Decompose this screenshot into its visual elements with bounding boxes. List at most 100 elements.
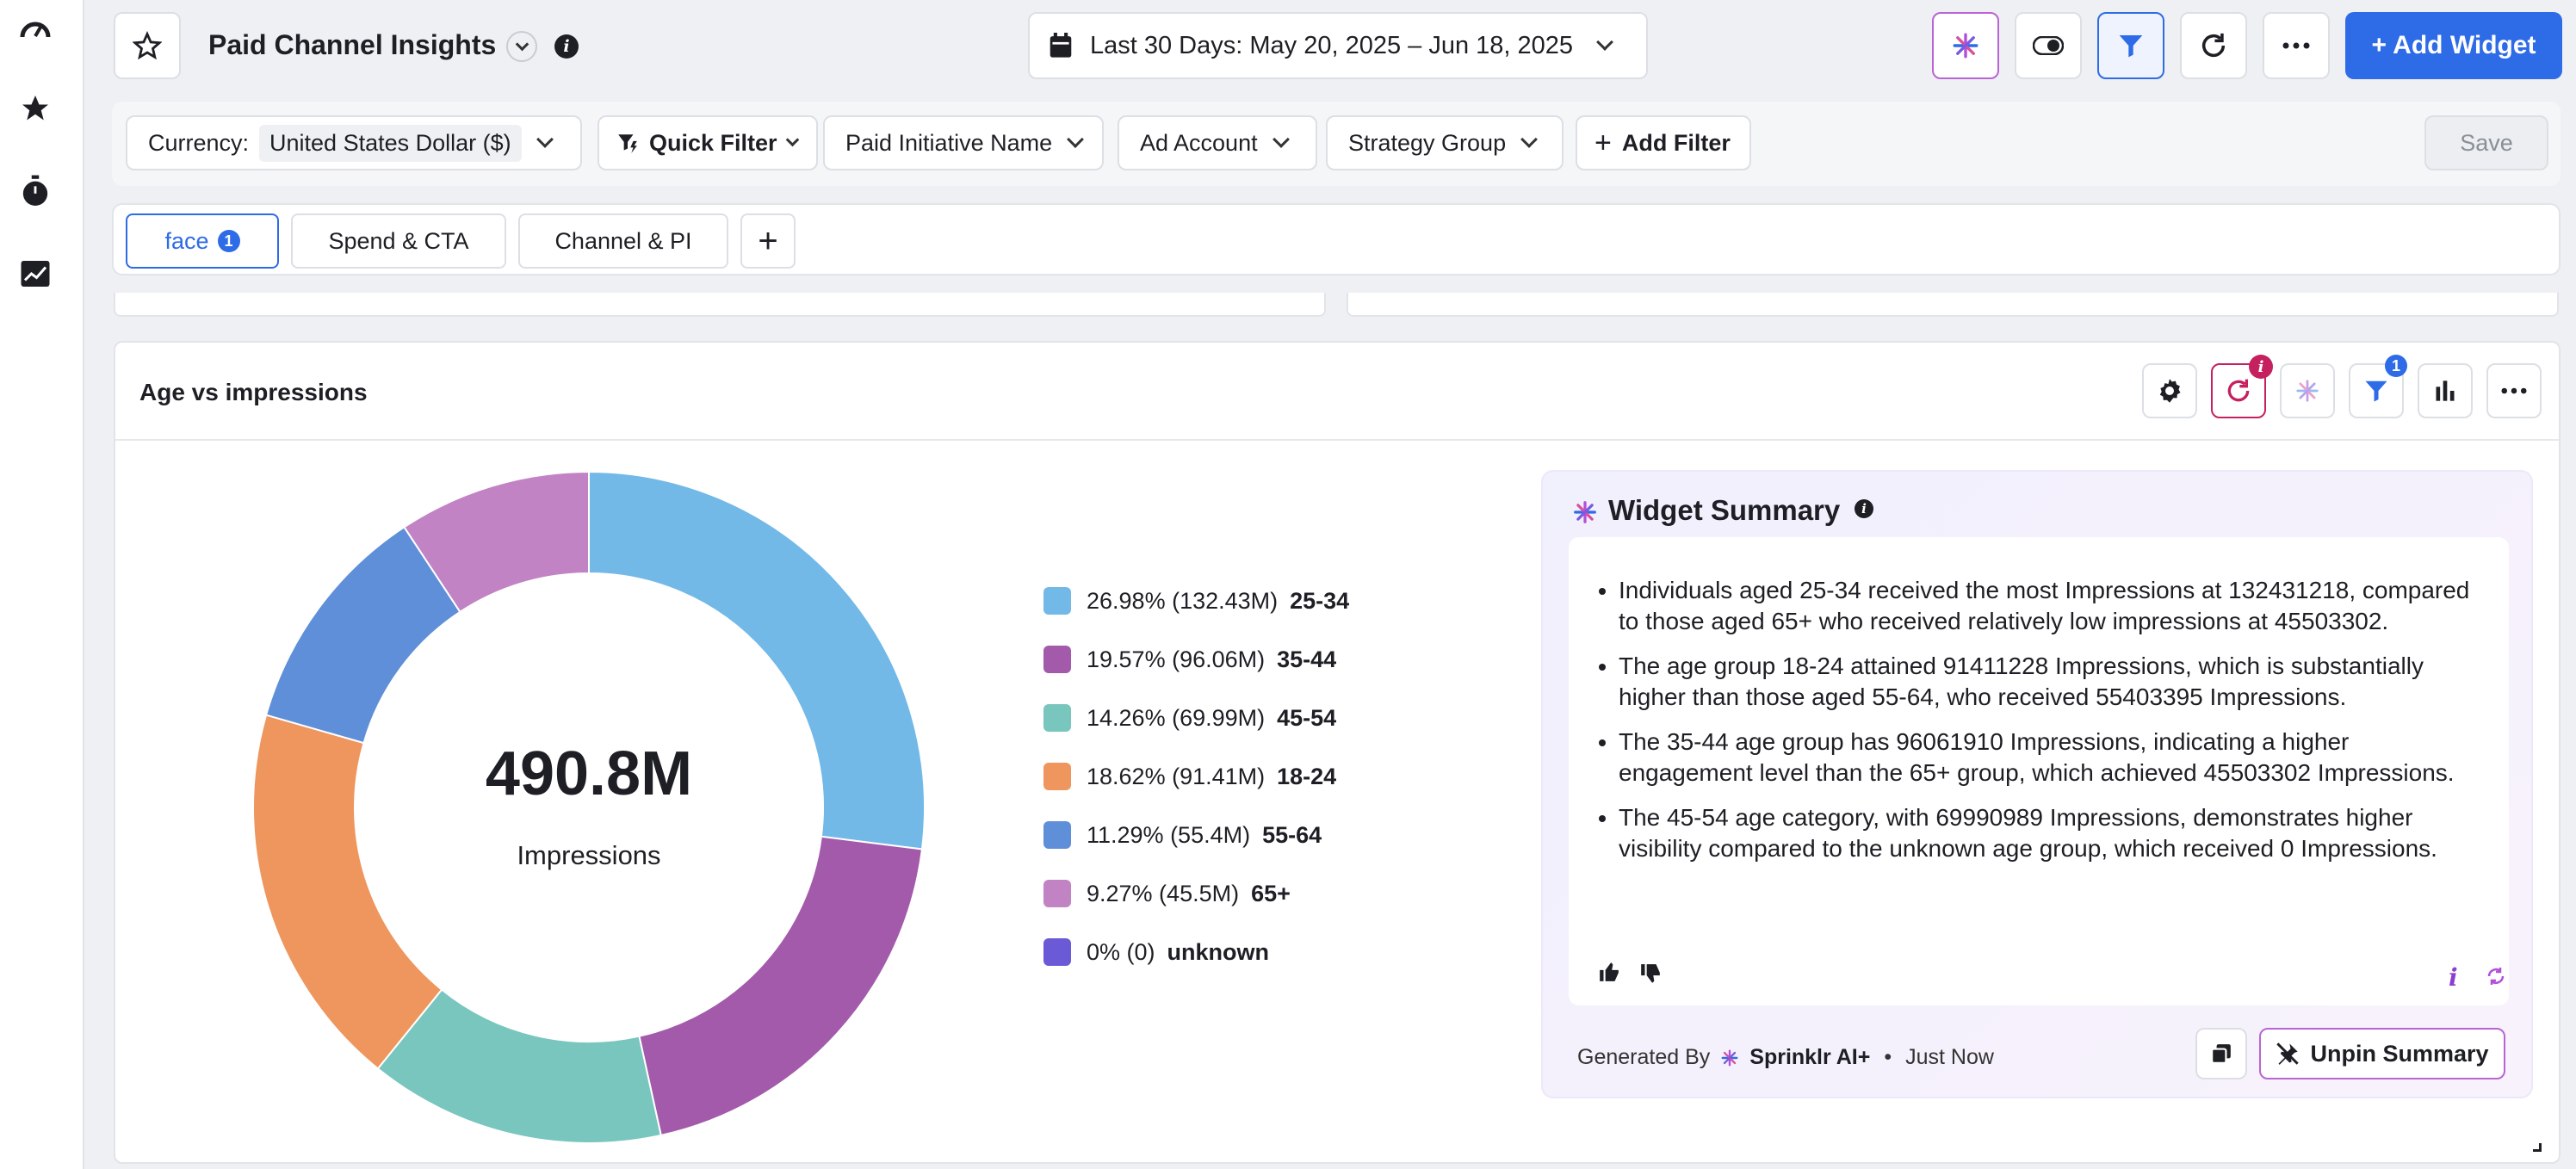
more-dots-icon [2282,42,2310,49]
legend-item[interactable]: 19.57% (96.06M) 35-44 [1043,642,1336,677]
toggle-icon [2033,36,2064,55]
legend-swatch [1043,704,1071,732]
widget-title: Age vs impressions [139,379,368,405]
legend-item[interactable]: 26.98% (132.43M) 25-34 [1043,584,1349,618]
legend-item[interactable]: 18.62% (91.41M) 18-24 [1043,759,1336,794]
chevron-down-icon [515,37,529,51]
quick-filter-label: Quick Filter [649,129,777,156]
legend-value: 9.27% (45.5M) [1087,880,1240,906]
filter-count-badge: 1 [2385,355,2407,377]
unpin-summary-button[interactable]: Unpin Summary [2259,1028,2505,1079]
toggle-view-button[interactable] [2015,12,2082,79]
refresh-icon [2201,33,2226,58]
chevron-down-icon [536,131,554,148]
legend-swatch [1043,821,1071,849]
plus-icon: + [1595,127,1612,159]
paid-initiative-label: Paid Initiative Name [845,129,1053,156]
legend-item[interactable]: 0% (0) unknown [1043,935,1269,969]
donut-slice-25-34[interactable] [588,470,926,850]
info-icon[interactable]: i [1855,499,1873,518]
save-button[interactable]: Save [2424,115,2548,170]
tab-label: face [164,227,209,254]
widget-filter-button[interactable]: 1 [2349,355,2407,418]
tab-channel-pi[interactable]: Channel & PI [518,213,728,269]
legend-swatch [1043,763,1071,790]
tab-count-badge: 1 [217,230,240,252]
widget-chart-type-button[interactable] [2418,363,2473,418]
strategy-group-label: Strategy Group [1348,129,1507,156]
widget-ai-button[interactable] [2280,363,2335,418]
ai-sparkle-icon [2296,380,2319,402]
legend-item[interactable]: 11.29% (55.4M) 55-64 [1043,818,1322,852]
favorite-star-button[interactable] [114,12,181,79]
add-widget-button[interactable]: + Add Widget [2345,12,2562,79]
legend-item[interactable]: 9.27% (45.5M) 65+ [1043,876,1291,911]
plus-icon: + [758,221,778,260]
copy-summary-button[interactable] [2195,1028,2247,1079]
tab-spend-cta[interactable]: Spend & CTA [291,213,506,269]
legend-value: 26.98% (132.43M) [1087,587,1279,614]
info-italic-icon[interactable]: i [2449,963,2458,992]
thumbs-down-icon[interactable] [1639,962,1662,985]
refresh-button[interactable] [2180,12,2247,79]
add-filter-button[interactable]: + Add Filter [1576,115,1751,170]
currency-filter[interactable]: Currency: United States Dollar ($) [126,115,582,170]
filter-toggle-button[interactable] [2097,12,2164,79]
ai-sparkle-icon [1721,1049,1738,1066]
dashboard-gauge-icon[interactable] [18,10,53,45]
unpin-icon [2276,1042,2300,1065]
legend-value: 14.26% (69.99M) [1087,704,1266,731]
warning-info-icon: i [2249,355,2273,379]
ad-account-filter[interactable]: Ad Account [1118,115,1317,170]
widget-settings-button[interactable] [2142,363,2197,418]
resize-handle[interactable] [2533,1143,2542,1152]
refresh-icon [2227,379,2250,402]
analytics-chart-icon[interactable] [18,257,53,291]
add-tab-button[interactable]: + [740,213,796,269]
date-range-picker[interactable]: Last 30 Days: May 20, 2025 – Jun 18, 202… [1028,12,1648,79]
filter-funnel-icon [2365,380,2387,402]
bar-chart-icon [2436,380,2455,401]
stopwatch-icon[interactable] [18,174,53,208]
thumbs-up-icon[interactable] [1598,961,1620,983]
info-icon[interactable]: i [554,34,579,59]
legend-value: 11.29% (55.4M) [1087,821,1251,848]
legend-label: 65+ [1251,880,1291,906]
regenerate-icon[interactable] [2485,966,2507,987]
copy-icon [2211,1044,2231,1064]
generated-by-label: Generated By [1577,1045,1711,1069]
more-options-button[interactable] [2263,12,2330,79]
tab-label: Channel & PI [554,227,692,254]
legend-label: unknown [1167,938,1270,965]
paid-initiative-filter[interactable]: Paid Initiative Name [823,115,1104,170]
widget-refresh-button[interactable]: i [2211,355,2273,418]
widget-more-button[interactable] [2486,363,2542,418]
previous-widget-right [1347,293,2559,317]
donut-slice-35-44[interactable] [638,835,924,1137]
summary-content: Individuals aged 25-34 received the most… [1569,537,2509,1005]
chevron-down-icon [1067,131,1084,148]
impressions-donut-chart [252,470,926,1144]
summary-bullet: The age group 18-24 attained 91411228 Im… [1619,651,2474,713]
filter-funnel-icon [2119,35,2143,58]
donut-center-label: Impressions [517,840,661,870]
legend-swatch [1043,938,1071,966]
donut-slice-65-[interactable] [403,470,590,614]
unpin-summary-label: Unpin Summary [2310,1040,2489,1067]
ai-assist-button[interactable] [1932,12,1999,79]
strategy-group-filter[interactable]: Strategy Group [1326,115,1564,170]
summary-title: Widget Summary [1608,494,1841,526]
legend-label: 45-54 [1277,704,1337,731]
ad-account-label: Ad Account [1140,129,1258,156]
star-icon[interactable] [18,91,53,126]
legend-label: 55-64 [1262,821,1322,848]
title-dropdown-button[interactable] [506,31,537,62]
age-vs-impressions-widget: Age vs impressions i 1 490.8M Impression… [114,341,2561,1164]
dashboard-tabs: face 1 Spend & CTA Channel & PI + [112,203,2561,275]
quick-filter-button[interactable]: Quick Filter [598,115,818,170]
summary-bullet: Individuals aged 25-34 received the most… [1619,575,2474,637]
widget-summary-panel: Widget Summary i Individuals aged 25-34 … [1541,470,2533,1098]
legend-item[interactable]: 14.26% (69.99M) 45-54 [1043,701,1336,735]
legend-label: 18-24 [1277,763,1337,789]
tab-face[interactable]: face 1 [126,213,279,269]
